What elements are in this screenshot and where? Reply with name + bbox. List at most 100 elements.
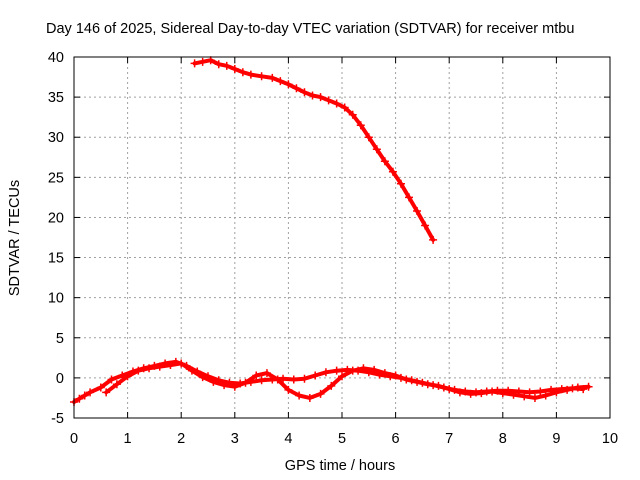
axis-ticks: 0 1 2 3 4 5 6 7 8 9 10 -5 0 5 10 15 20 25 30 35 40 xyxy=(48,50,618,447)
data-point xyxy=(222,61,231,70)
data-point xyxy=(75,394,84,403)
data-point xyxy=(584,382,593,391)
data-point xyxy=(80,391,89,400)
data-point xyxy=(123,372,132,381)
data-point xyxy=(380,157,389,166)
data-point xyxy=(145,364,154,373)
data-point xyxy=(370,365,379,374)
series-trace xyxy=(104,361,591,400)
data-point xyxy=(445,385,454,394)
data-point xyxy=(300,88,309,97)
data-point xyxy=(166,361,175,370)
data-point xyxy=(324,96,333,105)
x-tick-label: 3 xyxy=(231,431,239,447)
data-point xyxy=(466,389,475,398)
data-point xyxy=(541,391,550,400)
data-point xyxy=(241,378,250,387)
data-point xyxy=(214,60,223,69)
data-point xyxy=(86,388,95,397)
series-satellite-high xyxy=(190,56,438,244)
y-tick-label: 35 xyxy=(48,90,64,106)
data-point xyxy=(316,93,325,102)
data-point xyxy=(380,369,389,378)
data-point xyxy=(498,389,507,398)
data-point xyxy=(359,364,368,373)
data-point xyxy=(321,368,330,377)
data-point xyxy=(292,84,301,93)
data-point xyxy=(372,145,381,154)
data-point xyxy=(300,374,309,383)
y-tick-label: 15 xyxy=(48,251,64,267)
data-point xyxy=(276,77,285,86)
data-point xyxy=(530,393,539,402)
x-tick-label: 0 xyxy=(70,431,78,447)
data-point xyxy=(246,70,255,79)
data-point xyxy=(327,381,336,390)
x-tick-label: 9 xyxy=(552,431,560,447)
series-satellites-low-a xyxy=(70,357,588,406)
y-tick-label: 40 xyxy=(48,50,64,66)
data-point xyxy=(155,362,164,371)
y-tick-label: 30 xyxy=(48,130,64,146)
data-point xyxy=(340,103,349,112)
data-point xyxy=(308,91,317,100)
data-point xyxy=(364,133,373,142)
data-point xyxy=(311,371,320,380)
data-point xyxy=(396,179,405,188)
data-point xyxy=(338,372,346,381)
data-point xyxy=(525,388,534,397)
x-axis-label: GPS time / hours xyxy=(285,458,395,474)
data-point xyxy=(177,359,186,368)
data-point xyxy=(112,380,121,389)
data-point xyxy=(230,65,239,74)
data-point xyxy=(423,380,432,389)
data-point xyxy=(268,73,277,82)
data-point xyxy=(206,56,215,65)
data-point xyxy=(284,385,293,394)
data-point xyxy=(257,376,266,385)
x-tick-label: 7 xyxy=(445,431,453,447)
data-point xyxy=(273,375,282,384)
y-tick-label: 0 xyxy=(56,371,64,387)
y-axis-label: SDTVAR / TECUs xyxy=(7,180,23,296)
data-point xyxy=(429,235,438,244)
data-point xyxy=(316,389,325,398)
data-point xyxy=(295,391,304,400)
data-point xyxy=(434,381,443,390)
data-point xyxy=(348,366,357,375)
data-point xyxy=(262,369,271,378)
data-point xyxy=(102,388,111,397)
data-point xyxy=(305,393,314,402)
data-point xyxy=(563,385,572,394)
x-tick-label: 5 xyxy=(338,431,346,447)
x-tick-label: 1 xyxy=(124,431,132,447)
x-tick-label: 2 xyxy=(177,431,185,447)
data-point xyxy=(488,387,497,396)
data-point xyxy=(509,390,518,399)
chart-title: Day 146 of 2025, Sidereal Day-to-day VTE… xyxy=(46,21,574,37)
y-tick-label: 10 xyxy=(48,291,64,307)
x-tick-label: 6 xyxy=(392,431,400,447)
y-tick-label: 25 xyxy=(48,170,64,186)
data-point xyxy=(96,383,105,392)
data-point xyxy=(284,80,293,89)
data-point xyxy=(209,377,218,386)
data-point xyxy=(238,68,247,77)
y-tick-label: -5 xyxy=(51,411,64,427)
data-point xyxy=(198,57,207,66)
data-point xyxy=(198,373,207,382)
data-point xyxy=(220,381,229,390)
data-point xyxy=(187,366,196,375)
data-point xyxy=(190,59,199,68)
grid xyxy=(74,57,610,418)
data-point xyxy=(230,382,239,391)
data-point xyxy=(107,375,116,384)
data-point xyxy=(536,387,545,396)
data-point xyxy=(257,72,266,81)
data-point xyxy=(405,193,413,202)
series-trace xyxy=(192,58,436,242)
data-point xyxy=(391,371,400,380)
x-tick-label: 10 xyxy=(602,431,618,447)
data-point xyxy=(348,110,357,119)
